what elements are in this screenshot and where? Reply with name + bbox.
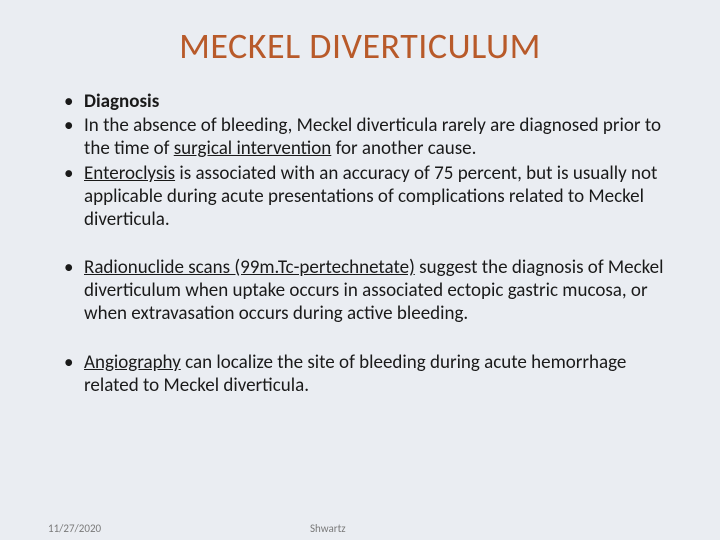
bullet-surgical-intervention: In the absence of bleeding, Meckel diver… bbox=[58, 114, 672, 160]
footer-author: Shwartz bbox=[310, 522, 346, 535]
bullet-group-1: Diagnosis In the absence of bleeding, Me… bbox=[58, 90, 672, 231]
bullet-text-post: for another cause. bbox=[331, 137, 476, 160]
bullet-group-2: Radionuclide scans (99m.Tc-pertechnetate… bbox=[58, 256, 672, 326]
spacer bbox=[58, 327, 672, 351]
bullet-group-3: Angiography can localize the site of ble… bbox=[58, 351, 672, 397]
spacer bbox=[58, 232, 672, 256]
bullet-text-underline: surgical intervention bbox=[174, 137, 332, 160]
footer-date: 11/27/2020 bbox=[48, 522, 101, 535]
bullet-text-underline: Radionuclide scans (99m.Tc-pertechnetate… bbox=[84, 256, 415, 279]
bullet-diagnosis: Diagnosis bbox=[58, 90, 672, 113]
slide-title: MECKEL DIVERTICULUM bbox=[48, 24, 672, 68]
bullet-enteroclysis: Enteroclysis is associated with an accur… bbox=[58, 162, 672, 232]
bullet-text-underline: Enteroclysis bbox=[84, 162, 175, 185]
bullet-angiography: Angiography can localize the site of ble… bbox=[58, 351, 672, 397]
bullet-text: Diagnosis bbox=[84, 90, 159, 113]
bullet-radionuclide: Radionuclide scans (99m.Tc-pertechnetate… bbox=[58, 256, 672, 326]
slide-body: Diagnosis In the absence of bleeding, Me… bbox=[48, 90, 672, 397]
slide: MECKEL DIVERTICULUM Diagnosis In the abs… bbox=[0, 0, 720, 540]
bullet-text-underline: Angiography bbox=[84, 351, 181, 374]
